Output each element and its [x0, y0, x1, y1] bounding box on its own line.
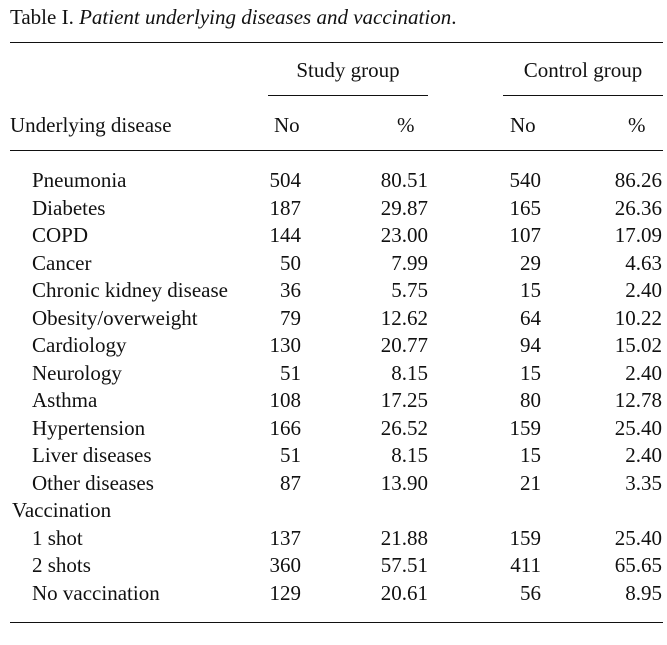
cell-s-no: 79	[280, 305, 301, 330]
control-pct-header: %	[628, 113, 646, 137]
row-label: Hypertension	[32, 415, 146, 440]
cell-s-pct: 26.52	[380, 415, 428, 440]
cell-c-no: 15	[520, 360, 541, 385]
row-label: Liver diseases	[32, 443, 152, 467]
cell-s-no: 360	[269, 553, 302, 577]
cell-s-no: 144	[269, 223, 302, 247]
cell-c-no: 56	[520, 580, 541, 605]
table-title: Patient underlying diseases and vaccinat…	[79, 5, 452, 29]
cell-s-no: 50	[280, 250, 301, 275]
study-no-header: No	[274, 113, 300, 137]
study-group-rule	[268, 95, 428, 96]
row-label: No vaccination	[32, 580, 160, 605]
cell-s-no: 187	[269, 195, 302, 220]
cell-c-no: 64	[520, 305, 541, 330]
cell-s-no: 51	[280, 443, 301, 467]
bottom-rule	[10, 622, 663, 623]
cell-s-pct: 5.75	[391, 278, 428, 302]
study-pct-header: %	[397, 113, 415, 137]
control-no-header: No	[510, 113, 536, 137]
row-label: Cancer	[32, 250, 92, 275]
header-rule	[10, 150, 663, 151]
cell-s-pct: 23.00	[380, 223, 428, 247]
cell-s-pct: 12.62	[380, 305, 428, 330]
row-label: Obesity/overweight	[32, 305, 198, 330]
cell-s-pct: 8.15	[391, 443, 428, 467]
cell-c-pct: 86.26	[614, 168, 662, 192]
cell-s-no: 166	[269, 415, 302, 440]
cell-c-pct: 15.02	[614, 333, 662, 357]
cell-c-pct: 25.40	[614, 415, 662, 440]
cell-c-pct: 3.35	[625, 470, 662, 495]
cell-c-pct: 17.09	[614, 223, 662, 247]
row-label: Other diseases	[32, 470, 154, 495]
cell-c-pct: 2.40	[625, 360, 662, 385]
cell-c-no: 29	[520, 250, 541, 275]
cell-c-no: 80	[520, 388, 541, 412]
study-group-header: Study group	[296, 58, 400, 82]
cell-s-pct: 29.87	[380, 195, 428, 220]
cell-s-pct: 20.77	[380, 333, 428, 357]
cell-c-no: 159	[509, 415, 542, 440]
cell-s-pct: 20.61	[380, 580, 428, 605]
cell-s-no: 129	[269, 580, 302, 605]
row-label: Chronic kidney disease	[32, 278, 228, 302]
row-label: Diabetes	[32, 195, 106, 220]
cell-s-pct: 17.25	[380, 388, 428, 412]
cell-c-pct: 4.63	[625, 250, 662, 275]
cell-s-pct: 8.15	[391, 360, 428, 385]
cell-s-no: 51	[280, 360, 301, 385]
cell-s-no: 137	[269, 525, 302, 550]
top-rule	[10, 42, 663, 43]
row-label: COPD	[32, 223, 89, 247]
cell-s-pct: 21.88	[380, 525, 428, 550]
cell-c-no: 21	[520, 470, 541, 495]
cell-c-no: 107	[509, 223, 542, 247]
cell-c-pct: 25.40	[614, 525, 662, 550]
cell-s-no: 108	[269, 388, 302, 412]
control-group-header: Control group	[523, 58, 643, 82]
cell-c-no: 15	[520, 278, 541, 302]
row-label: Cardiology	[32, 333, 127, 357]
cell-c-pct: 2.40	[625, 278, 662, 302]
cell-c-pct: 8.95	[625, 580, 662, 605]
cell-s-pct: 7.99	[391, 250, 428, 275]
cell-s-no: 87	[280, 470, 301, 495]
row-label: Asthma	[32, 388, 98, 412]
cell-s-no: 504	[269, 168, 302, 192]
cell-s-pct: 80.51	[380, 168, 428, 192]
table-label: Table I.	[10, 5, 74, 29]
cell-c-pct: 26.36	[614, 195, 662, 220]
cell-c-pct: 12.78	[614, 388, 662, 412]
control-group-rule	[503, 95, 663, 96]
cell-c-pct: 2.40	[625, 443, 662, 467]
row-label: Pneumonia	[32, 168, 127, 192]
row-label: 2 shots	[32, 553, 91, 577]
table-caption: Table I. Patient underlying diseases and…	[10, 5, 457, 29]
row-label: Neurology	[32, 360, 122, 385]
row-label: 1 shot	[32, 525, 83, 550]
cell-s-pct: 57.51	[380, 553, 428, 577]
row-label: Vaccination	[12, 498, 112, 522]
cell-s-no: 130	[269, 333, 302, 357]
cell-c-pct: 10.22	[614, 305, 662, 330]
cell-s-pct: 13.90	[380, 470, 428, 495]
underlying-disease-header: Underlying disease	[10, 113, 172, 137]
cell-c-no: 165	[509, 195, 542, 220]
cell-s-no: 36	[280, 278, 301, 302]
cell-c-pct: 65.65	[614, 553, 662, 577]
cell-c-no: 411	[510, 553, 541, 577]
cell-c-no: 15	[520, 443, 541, 467]
cell-c-no: 540	[509, 168, 542, 192]
cell-c-no: 94	[520, 333, 541, 357]
cell-c-no: 159	[509, 525, 542, 550]
